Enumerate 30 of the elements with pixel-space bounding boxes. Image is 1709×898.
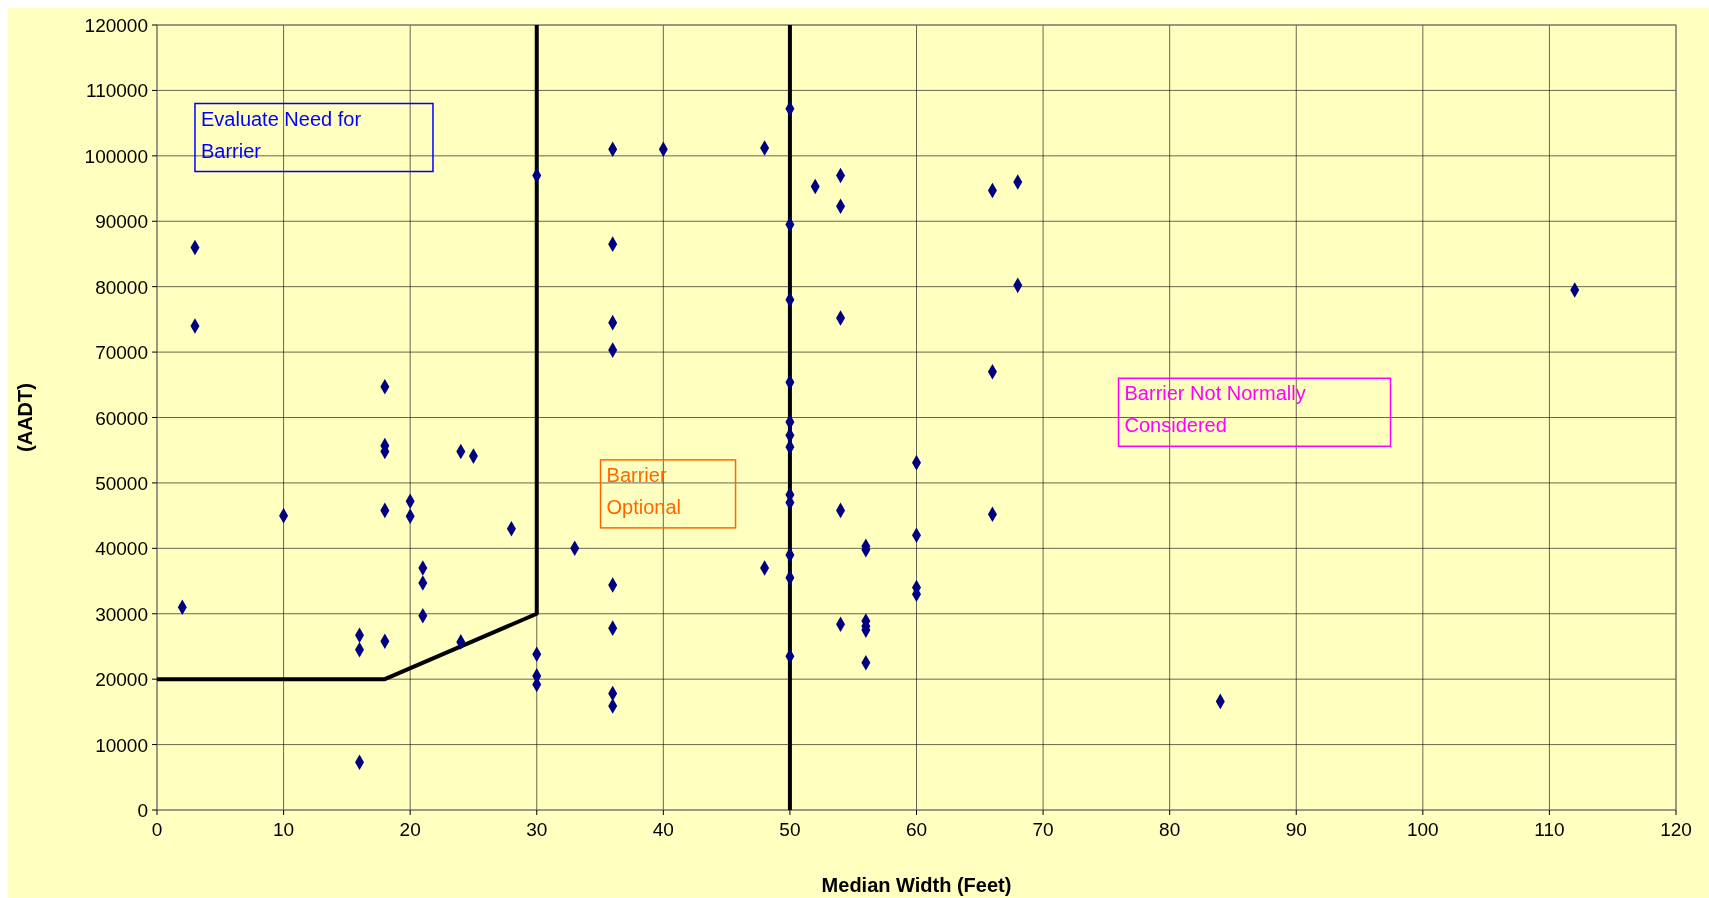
annotation: Evaluate Need for Barrier bbox=[200, 107, 362, 162]
y-tick-label: 80000 bbox=[95, 276, 148, 298]
y-tick-label: 20000 bbox=[95, 669, 148, 691]
y-tick-label: 90000 bbox=[95, 211, 148, 233]
x-tick-label: 50 bbox=[779, 819, 801, 840]
annotation: Barrier Not Normally Considered bbox=[1124, 382, 1306, 437]
y-axis-title: (AADT) bbox=[14, 383, 36, 452]
x-tick-label: 10 bbox=[273, 819, 295, 840]
y-tick-label: 100000 bbox=[84, 145, 148, 167]
y-tick-label: 10000 bbox=[95, 734, 148, 756]
y-tick-label: 0 bbox=[137, 800, 148, 821]
y-tick-label: 30000 bbox=[95, 603, 148, 625]
x-tick-label: 90 bbox=[1285, 819, 1307, 840]
x-tick-label: 0 bbox=[151, 819, 163, 840]
x-tick-label: 70 bbox=[1032, 819, 1054, 840]
x-tick-label: 80 bbox=[1159, 819, 1181, 840]
x-tick-label: 30 bbox=[526, 819, 548, 840]
y-tick-label: 70000 bbox=[95, 342, 148, 364]
y-tick-label: 40000 bbox=[95, 538, 148, 560]
y-tick-label: 110000 bbox=[86, 80, 148, 102]
y-tick-label: 120000 bbox=[84, 15, 148, 36]
x-tick-label: 120 bbox=[1660, 819, 1692, 840]
x-tick-label: 110 bbox=[1534, 819, 1565, 840]
x-axis-title: Median Width (Feet) bbox=[821, 874, 1012, 896]
x-tick-label: 100 bbox=[1406, 819, 1439, 840]
x-tick-label: 20 bbox=[399, 819, 421, 840]
x-tick-label: 40 bbox=[652, 819, 674, 840]
y-tick-label: 50000 bbox=[95, 472, 148, 494]
y-tick-label: 60000 bbox=[95, 407, 148, 429]
x-tick-label: 60 bbox=[905, 819, 928, 840]
